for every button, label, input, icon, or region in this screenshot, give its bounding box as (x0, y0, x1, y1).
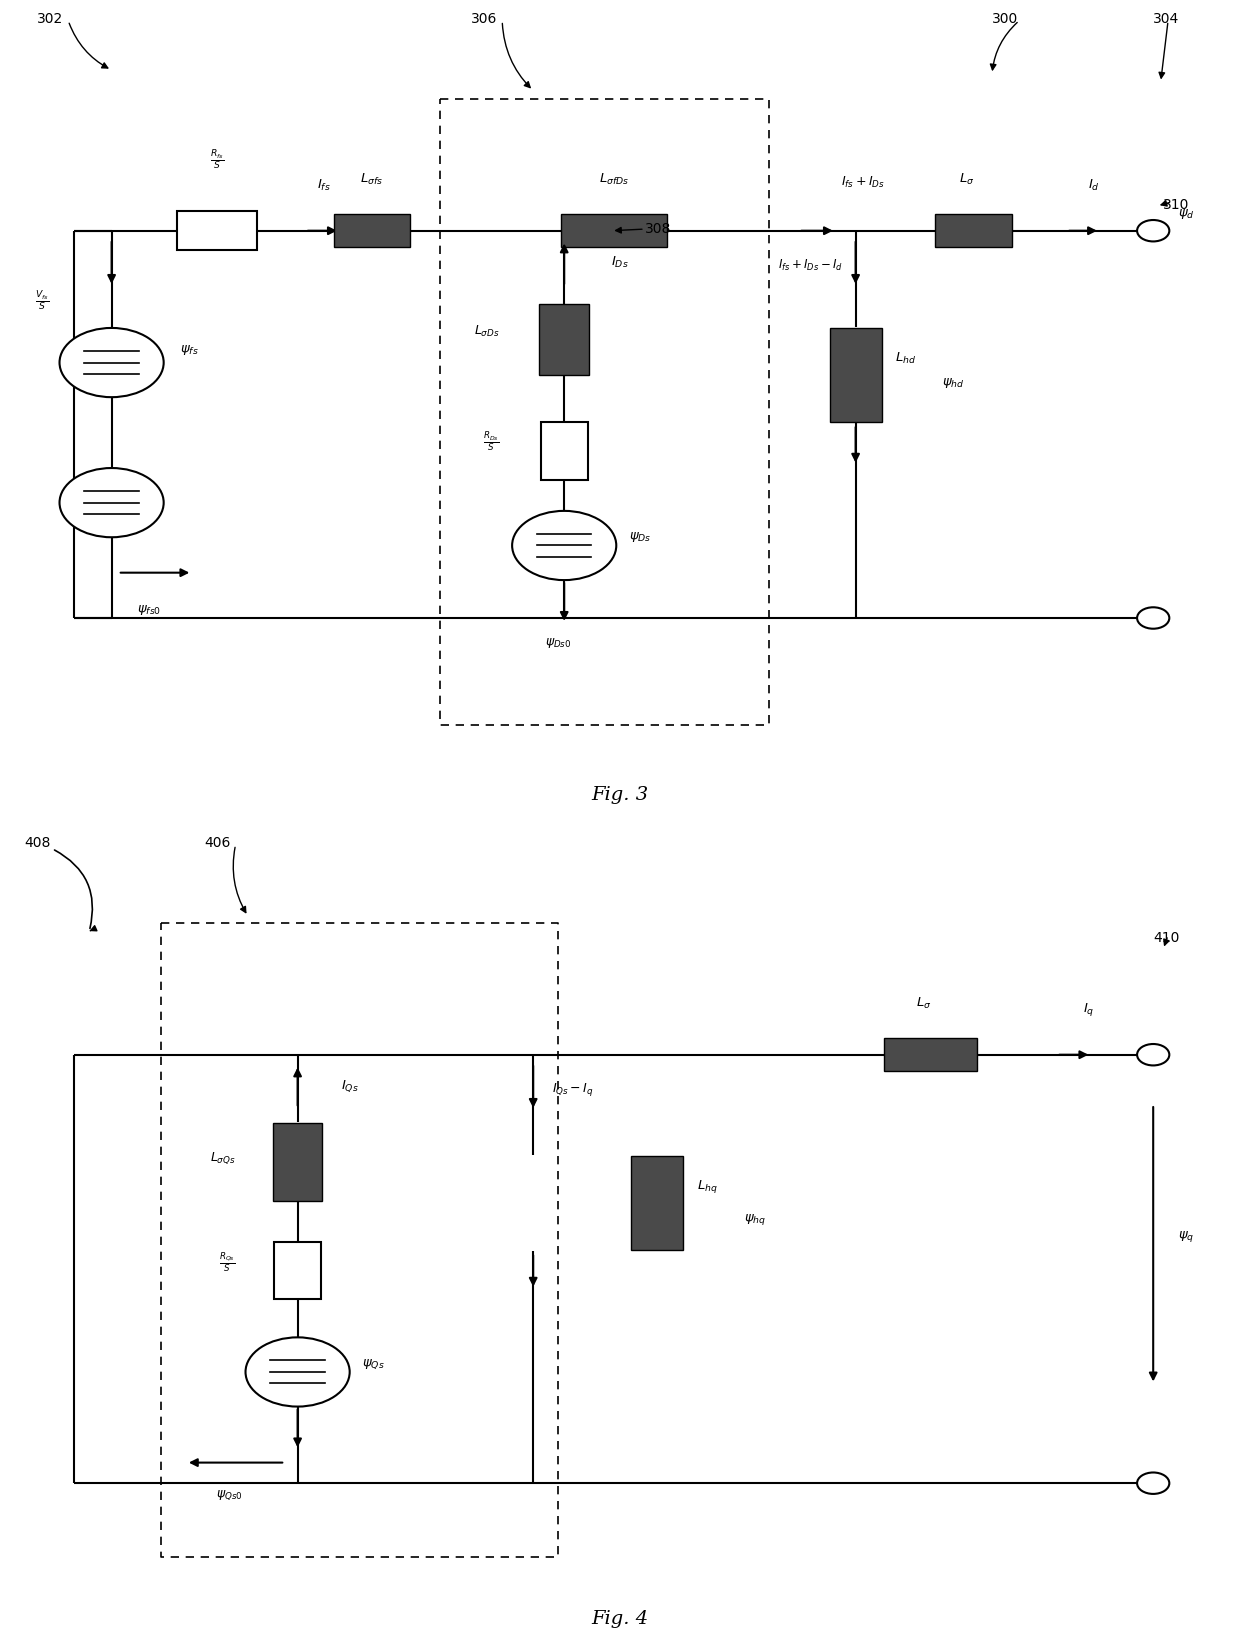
Bar (883, 1038, 977, 1071)
Text: Fig. 4: Fig. 4 (591, 1610, 649, 1628)
Circle shape (60, 328, 164, 397)
Bar (274, 1243, 321, 1299)
Text: $\frac{R_{Qs}}{S}$: $\frac{R_{Qs}}{S}$ (219, 1251, 236, 1274)
Text: 306: 306 (471, 13, 497, 26)
Circle shape (246, 1338, 350, 1407)
Text: $\frac{V_{fs}}{S}$: $\frac{V_{fs}}{S}$ (36, 288, 50, 313)
Text: 302: 302 (37, 13, 63, 26)
Text: $L_{\sigma}$: $L_{\sigma}$ (960, 171, 975, 188)
Text: $\psi_{Ds}$: $\psi_{Ds}$ (629, 531, 651, 544)
Text: $L_{hq}$: $L_{hq}$ (697, 1178, 718, 1195)
Text: 304: 304 (1153, 13, 1179, 26)
Text: $\psi_{Qs}$: $\psi_{Qs}$ (362, 1356, 384, 1371)
Text: $\psi_{fs}$: $\psi_{fs}$ (180, 343, 198, 358)
Circle shape (1137, 219, 1169, 242)
Text: $I_{fs}$: $I_{fs}$ (316, 178, 331, 193)
Text: $I_{Qs}$: $I_{Qs}$ (341, 1078, 358, 1094)
Bar (631, 1155, 683, 1251)
Text: $L_{\sigma Qs}$: $L_{\sigma Qs}$ (210, 1150, 236, 1165)
Circle shape (512, 511, 616, 580)
Text: $L_{\sigma}$: $L_{\sigma}$ (916, 995, 931, 1012)
Bar (273, 1122, 322, 1201)
Text: $I_q$: $I_q$ (1083, 1000, 1095, 1018)
Bar (334, 214, 410, 247)
Text: $I_d$: $I_d$ (1087, 178, 1100, 193)
Text: $\psi_d$: $\psi_d$ (1178, 208, 1194, 221)
Text: $\frac{R_{fs}}{S}$: $\frac{R_{fs}}{S}$ (210, 148, 224, 173)
Text: $\psi_{Qs0}$: $\psi_{Qs0}$ (216, 1488, 243, 1503)
Circle shape (1137, 1473, 1169, 1493)
Text: $L_{hd}$: $L_{hd}$ (895, 351, 916, 366)
Text: 310: 310 (1163, 198, 1189, 211)
Text: 300: 300 (992, 13, 1018, 26)
Text: $\psi_q$: $\psi_q$ (1178, 1228, 1194, 1244)
Text: $I_{Ds}$: $I_{Ds}$ (611, 254, 629, 270)
Text: $L_{\sigma Ds}$: $L_{\sigma Ds}$ (474, 323, 500, 339)
Bar (539, 305, 589, 374)
Text: $\psi_{hd}$: $\psi_{hd}$ (942, 376, 965, 391)
Bar (176, 211, 258, 250)
Text: $L_{\sigma fs}$: $L_{\sigma fs}$ (361, 171, 383, 188)
Bar (541, 422, 588, 480)
Text: $L_{\sigma fDs}$: $L_{\sigma fDs}$ (599, 171, 629, 188)
Text: 406: 406 (205, 837, 231, 850)
Bar (830, 328, 882, 422)
Text: $I_{Qs}-I_q$: $I_{Qs}-I_q$ (552, 1081, 594, 1098)
Text: 408: 408 (25, 837, 51, 850)
Text: $I_{fs}+I_{Ds}-I_d$: $I_{fs}+I_{Ds}-I_d$ (779, 257, 843, 274)
Text: $\psi_{Ds0}$: $\psi_{Ds0}$ (544, 636, 572, 649)
Circle shape (1137, 1045, 1169, 1066)
Circle shape (60, 468, 164, 537)
Bar (935, 214, 1012, 247)
Bar (560, 214, 667, 247)
Text: $\frac{R_{Ds}}{S}$: $\frac{R_{Ds}}{S}$ (484, 430, 500, 455)
Text: $I_{fs}+I_{Ds}$: $I_{fs}+I_{Ds}$ (841, 175, 885, 191)
Text: Fig. 3: Fig. 3 (591, 786, 649, 804)
Text: 308: 308 (645, 222, 671, 236)
Circle shape (1137, 608, 1169, 630)
Text: $\psi_{fs0}$: $\psi_{fs0}$ (136, 603, 161, 616)
Text: 410: 410 (1153, 931, 1179, 944)
Text: $\psi_{hq}$: $\psi_{hq}$ (744, 1211, 766, 1228)
